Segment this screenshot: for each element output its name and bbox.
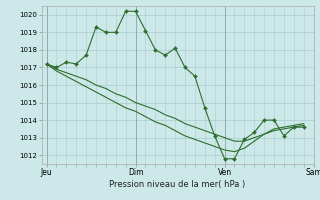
X-axis label: Pression niveau de la mer( hPa ): Pression niveau de la mer( hPa ) <box>109 180 246 189</box>
